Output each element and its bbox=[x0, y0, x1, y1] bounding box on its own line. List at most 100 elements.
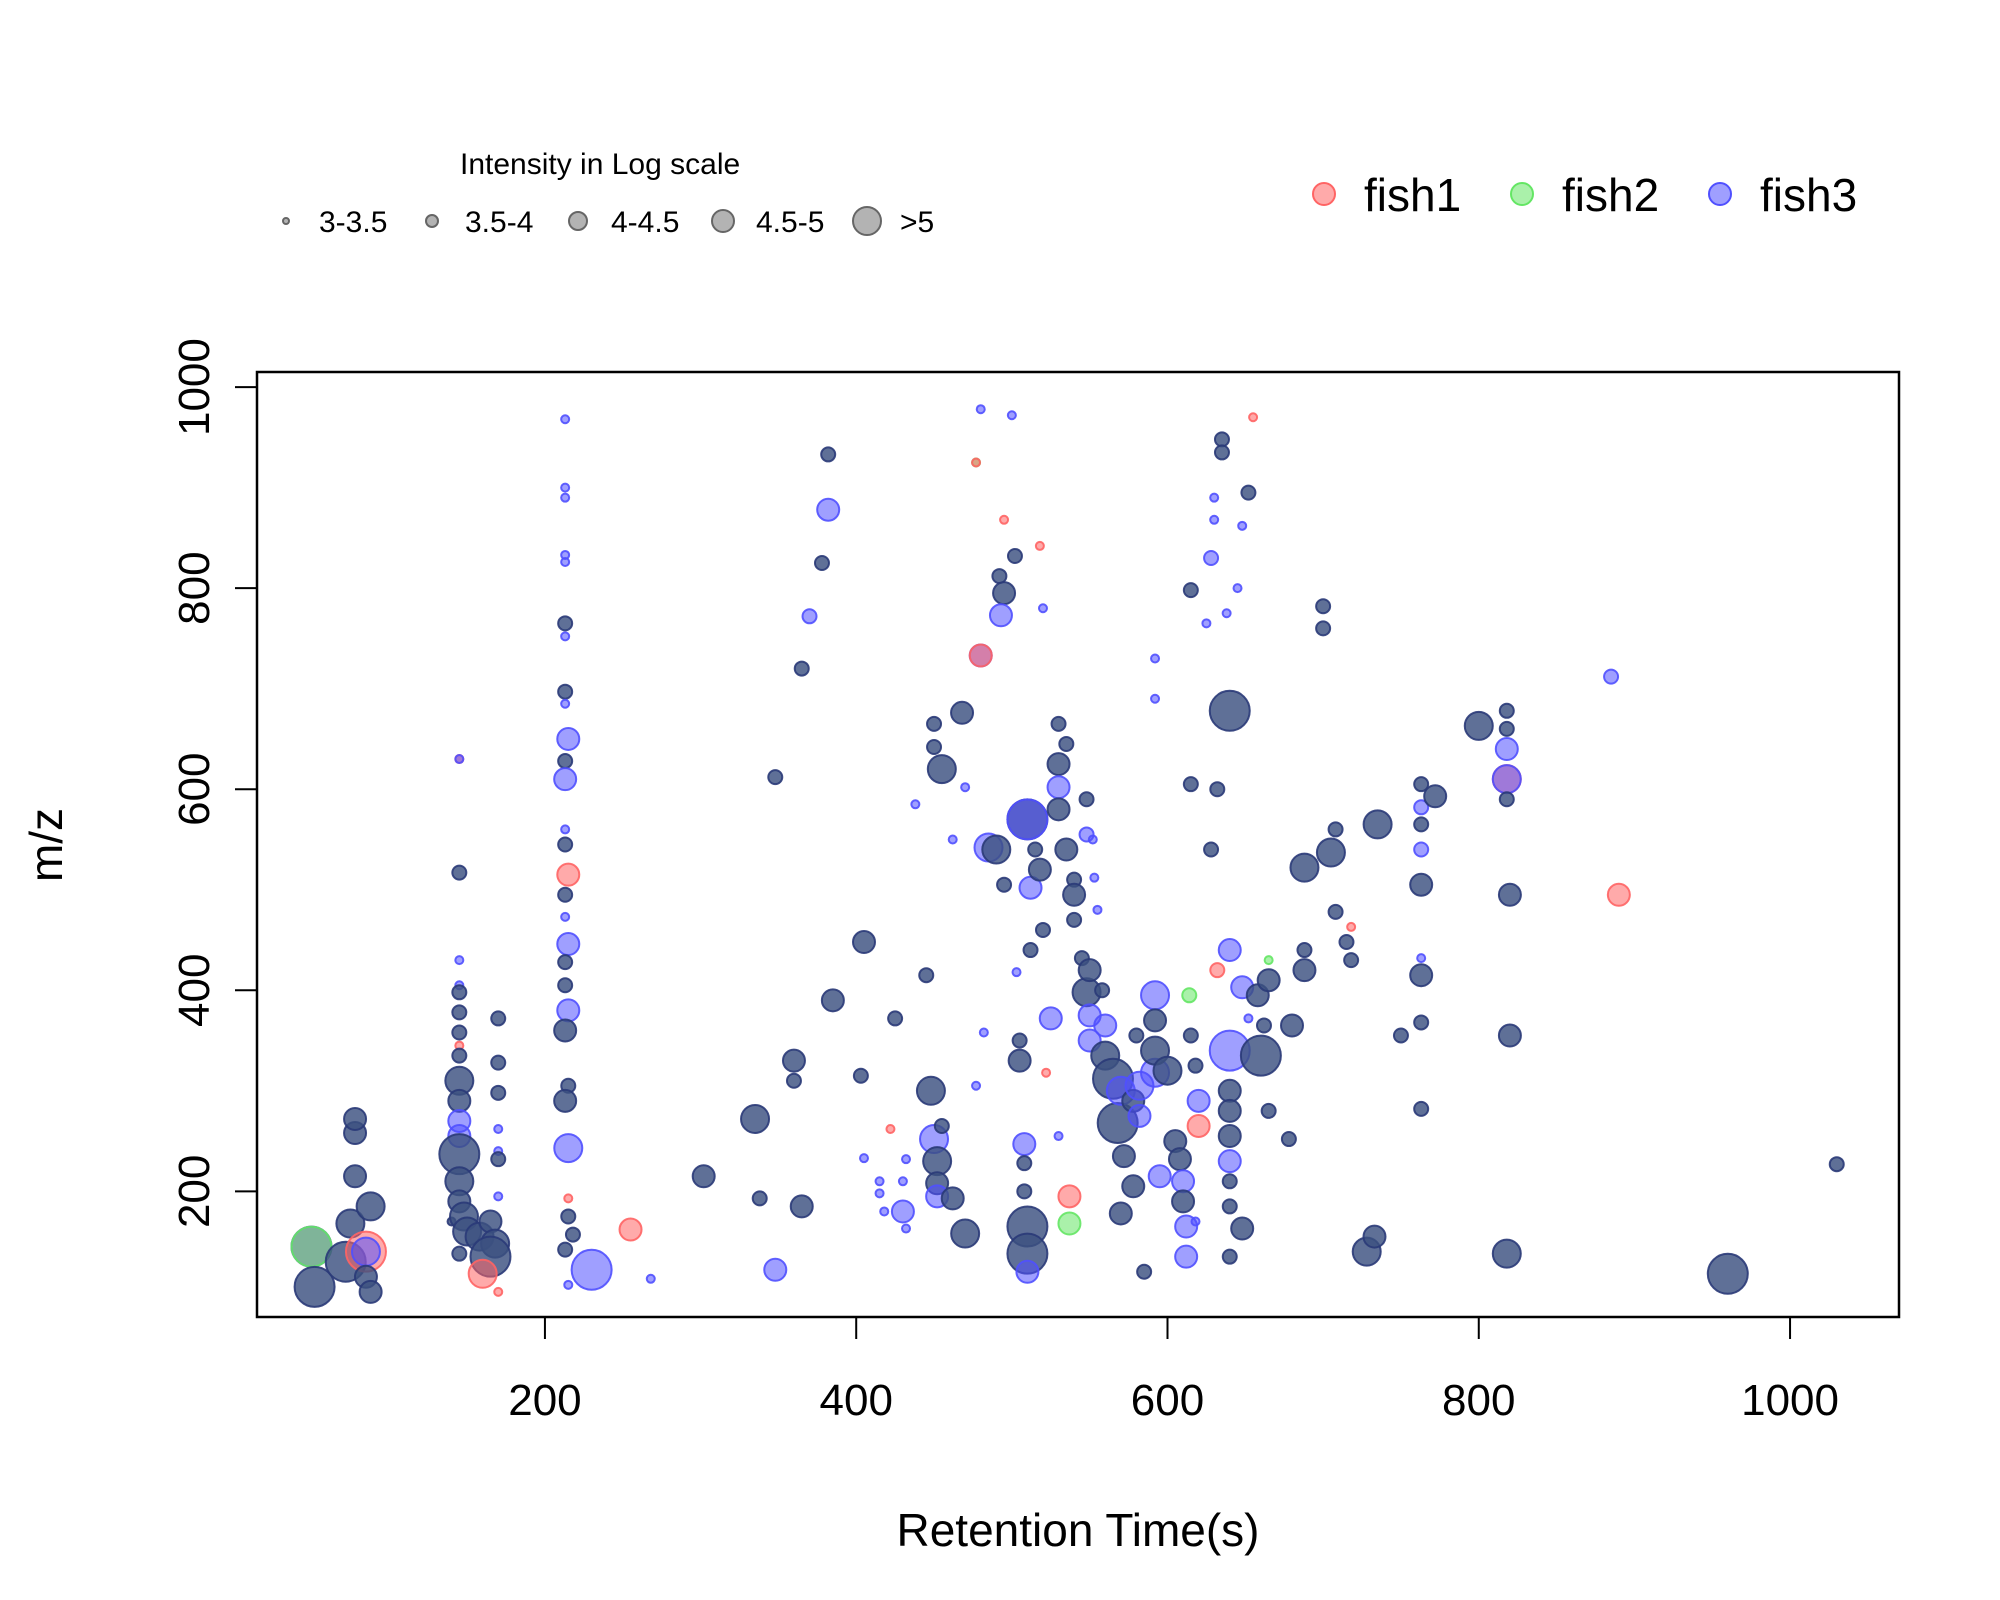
data-point bbox=[1413, 816, 1430, 833]
data-point bbox=[901, 1223, 912, 1234]
y-axis: 200 400 600 800 1000 bbox=[170, 338, 258, 1228]
group-legend: fish1 fish2 fish3 bbox=[1312, 169, 1857, 221]
data-point bbox=[926, 715, 943, 732]
data-point bbox=[1058, 735, 1075, 752]
data-point bbox=[1027, 857, 1052, 882]
data-point bbox=[447, 1088, 472, 1113]
data-point bbox=[556, 862, 581, 887]
data-point bbox=[933, 1117, 950, 1134]
data-point bbox=[1203, 841, 1220, 858]
data-point bbox=[926, 738, 943, 755]
data-point bbox=[1181, 987, 1198, 1004]
size-legend-marker bbox=[568, 211, 588, 231]
data-point bbox=[1263, 955, 1274, 966]
group-legend-marker-fish2 bbox=[1510, 182, 1534, 206]
data-point bbox=[999, 514, 1010, 525]
data-point bbox=[1136, 1263, 1153, 1280]
x-tick-label: 600 bbox=[1131, 1376, 1204, 1425]
data-point bbox=[1296, 942, 1313, 959]
data-point bbox=[1213, 431, 1230, 448]
data-point bbox=[1217, 1149, 1242, 1174]
data-point bbox=[451, 1047, 468, 1064]
data-point bbox=[1346, 921, 1357, 932]
data-point bbox=[978, 1027, 989, 1038]
data-point bbox=[563, 1193, 574, 1204]
x-tick-label: 200 bbox=[508, 1376, 581, 1425]
data-point bbox=[1409, 963, 1434, 988]
data-point bbox=[879, 1206, 890, 1217]
data-point bbox=[618, 1217, 643, 1242]
data-point bbox=[820, 446, 837, 463]
data-point bbox=[493, 1191, 504, 1202]
y-tick-label: 800 bbox=[170, 551, 219, 624]
data-point bbox=[1078, 791, 1095, 808]
size-legend-label: 4.5-5 bbox=[756, 206, 824, 239]
data-point bbox=[793, 660, 810, 677]
data-point bbox=[1187, 1057, 1204, 1074]
data-point bbox=[816, 497, 841, 522]
data-point bbox=[971, 1080, 982, 1091]
data-point bbox=[1006, 547, 1023, 564]
data-point bbox=[454, 955, 465, 966]
data-point bbox=[1255, 1017, 1272, 1034]
data-point bbox=[1392, 1027, 1409, 1044]
data-point bbox=[1147, 1164, 1172, 1189]
data-point bbox=[691, 1164, 716, 1189]
data-point bbox=[1050, 715, 1067, 732]
size-legend: Intensity in Log scale 3-3.5 3.5-4 4-4.5 4.… bbox=[282, 148, 934, 239]
size-legend-marker bbox=[282, 217, 290, 225]
data-point bbox=[813, 555, 830, 572]
data-point bbox=[557, 836, 574, 853]
data-point bbox=[1186, 1113, 1211, 1138]
data-point bbox=[971, 457, 982, 468]
data-point bbox=[490, 1084, 507, 1101]
data-point bbox=[740, 1103, 771, 1134]
data-point bbox=[1498, 702, 1515, 719]
data-point bbox=[1209, 962, 1226, 979]
data-point bbox=[1208, 689, 1251, 732]
data-point bbox=[1327, 821, 1344, 838]
data-point bbox=[885, 1124, 896, 1135]
data-point bbox=[1012, 1132, 1037, 1157]
data-point bbox=[1315, 837, 1346, 868]
data-point bbox=[1022, 942, 1039, 959]
data-point bbox=[1143, 1008, 1168, 1033]
data-point bbox=[1209, 781, 1226, 798]
data-point bbox=[1015, 1259, 1040, 1284]
data-point bbox=[557, 753, 574, 770]
data-point bbox=[1221, 1248, 1238, 1265]
data-point bbox=[1327, 903, 1344, 920]
data-point bbox=[451, 1245, 468, 1262]
data-point bbox=[490, 1010, 507, 1027]
data-point bbox=[1171, 1189, 1196, 1214]
data-point bbox=[1190, 1216, 1201, 1227]
data-point bbox=[1338, 934, 1355, 951]
data-point bbox=[1491, 764, 1522, 795]
data-point bbox=[858, 1153, 869, 1164]
data-point bbox=[570, 1248, 613, 1291]
data-point bbox=[343, 1164, 368, 1189]
data-point bbox=[1217, 1078, 1242, 1103]
data-points bbox=[290, 404, 1845, 1308]
size-legend-label: 3.5-4 bbox=[465, 206, 533, 239]
data-point bbox=[1046, 797, 1071, 822]
data-point bbox=[335, 1208, 366, 1239]
size-legend-label: 3-3.5 bbox=[319, 206, 387, 239]
data-point bbox=[897, 1176, 908, 1187]
data-point bbox=[1182, 1027, 1199, 1044]
data-point bbox=[887, 1010, 904, 1027]
data-point bbox=[1498, 720, 1515, 737]
data-point bbox=[1108, 1201, 1133, 1226]
data-point bbox=[1077, 958, 1102, 983]
data-point bbox=[553, 767, 578, 792]
data-point bbox=[1237, 520, 1248, 531]
x-tick-label: 800 bbox=[1442, 1376, 1515, 1425]
data-point bbox=[560, 1208, 577, 1225]
data-point bbox=[1413, 1100, 1430, 1117]
data-point bbox=[1174, 1244, 1199, 1269]
data-point bbox=[1491, 1238, 1522, 1269]
data-point bbox=[1463, 710, 1494, 741]
data-point bbox=[988, 603, 1013, 628]
data-point bbox=[785, 1072, 802, 1089]
